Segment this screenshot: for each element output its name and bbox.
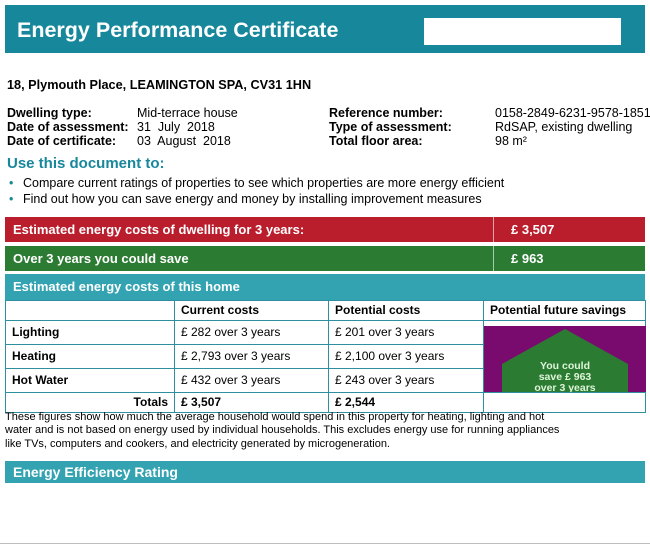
svg-text:over 3 years: over 3 years — [534, 382, 595, 392]
